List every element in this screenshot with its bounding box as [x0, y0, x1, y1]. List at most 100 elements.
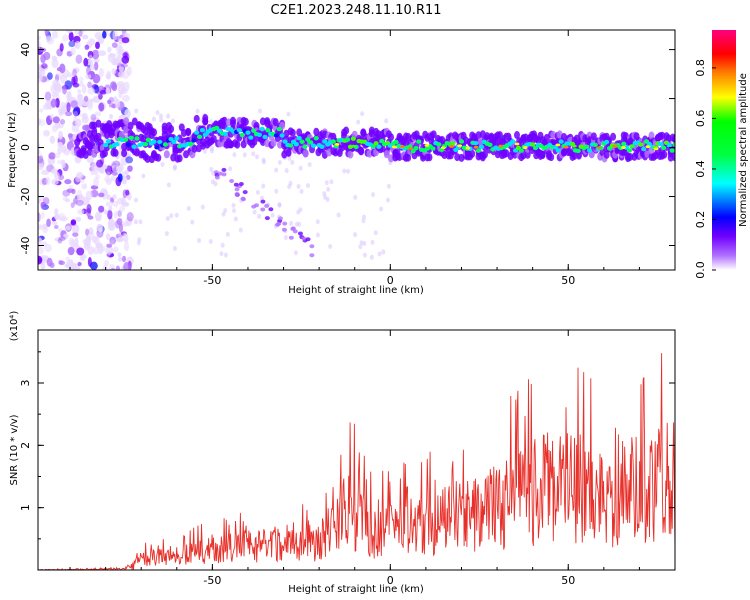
- spectrogram-faint-blob: [220, 242, 225, 248]
- spectrogram-hot-blob: [514, 142, 520, 146]
- spectrogram-noise-blob: [87, 81, 92, 89]
- spectrogram-noise-blob: [85, 190, 93, 201]
- spectrogram-noise-blob: [68, 185, 74, 190]
- spectrogram-noise-blob: [123, 241, 130, 252]
- spectrogram-xtick-label: -50: [203, 274, 221, 287]
- spectrogram-band-blob: [118, 130, 125, 139]
- spectrogram-streak-blob: [297, 231, 303, 236]
- spectrogram-core-blob: [475, 148, 482, 153]
- spectrogram-band-blob: [661, 150, 668, 159]
- spectrogram-noise-blob: [62, 84, 67, 95]
- spectrogram-band-blob: [672, 135, 675, 144]
- spectrogram-noise-blob: [110, 267, 116, 270]
- spectrogram-faint-blob: [231, 202, 236, 208]
- spectrogram-noise-blob: [93, 58, 100, 64]
- spectrogram-band-blob: [144, 154, 151, 163]
- spectrogram-core-blob: [641, 146, 647, 152]
- spectrogram-faint-blob: [361, 218, 366, 224]
- spectrogram-noise-blob: [88, 54, 93, 64]
- spectrogram-faint-blob: [134, 108, 139, 114]
- spectrogram-faint-blob: [134, 197, 139, 203]
- spectrogram-noise-blob: [38, 212, 41, 223]
- spectrogram-faint-blob: [259, 195, 264, 201]
- spectrogram-core-blob: [370, 144, 376, 149]
- spectrogram-noise-blob: [115, 265, 121, 270]
- spectrogram-band-blob: [131, 117, 138, 126]
- spectrogram-faint-blob: [223, 208, 228, 214]
- spectrogram-core-blob: [239, 132, 245, 138]
- spectrogram-noise-blob: [38, 237, 43, 248]
- spectrogram-noise-blob: [109, 96, 114, 104]
- spectrogram-band-blob: [89, 141, 96, 150]
- spectrogram-faint-blob: [286, 111, 291, 117]
- spectrogram-faint-blob: [213, 181, 218, 187]
- spectrogram-band-blob: [513, 131, 520, 140]
- spectrogram-faint-blob: [166, 182, 171, 188]
- spectrogram-noise-blob: [66, 259, 74, 270]
- spectrogram-noise-blob: [41, 169, 50, 176]
- spectrogram-noise-blob: [73, 110, 78, 117]
- spectrogram-faint-blob: [136, 240, 141, 246]
- spectrogram-noise-blob: [106, 194, 111, 200]
- spectrogram-faint-blob: [195, 108, 200, 114]
- spectrogram-core-blob: [248, 135, 254, 140]
- spectrogram-noise-blob: [122, 94, 130, 102]
- colorbar-tick-label: 0.0: [694, 261, 707, 279]
- spectrogram-noise-blob: [72, 223, 80, 234]
- spectrogram-core-blob: [145, 137, 151, 143]
- spectrogram-noise-blob: [76, 171, 84, 179]
- spectrogram-band-blob: [202, 117, 209, 126]
- snr-plot: -50 0 50 1 2 3 Height of straight line (km) S…: [9, 311, 676, 595]
- spectrogram-faint-blob: [277, 201, 282, 207]
- spectrogram-core-blob: [330, 139, 336, 144]
- spectrogram-noise-blob: [75, 216, 82, 222]
- spectrogram-band-blob: [95, 132, 102, 141]
- spectrogram-streak-blob: [240, 196, 246, 201]
- spectrogram-band-blob: [151, 128, 158, 137]
- spectrogram-core-blob: [410, 148, 416, 154]
- spectrogram-band-blob: [343, 126, 350, 135]
- spectrogram-noise-blob: [122, 201, 130, 207]
- spectrogram-noise-blob: [95, 41, 100, 50]
- spectrogram-core-blob: [604, 139, 610, 145]
- spectrogram-noise-blob: [48, 152, 56, 160]
- spectrogram-faint-blob: [165, 216, 170, 222]
- spectrogram-core-blob: [638, 142, 644, 147]
- spectrogram-noise-blob: [123, 233, 129, 243]
- spectrogram-core-blob: [199, 127, 206, 133]
- snr-ytick-label: 3: [19, 379, 32, 386]
- spectrogram-hot-blob: [653, 147, 659, 151]
- spectrogram-noise-blob: [126, 174, 131, 180]
- spectrogram-hot-blob: [555, 143, 561, 147]
- spectrogram-band-blob: [272, 118, 279, 127]
- spectrogram-noise-blob: [54, 213, 61, 221]
- spectrogram-ytick-label: 20: [19, 92, 32, 106]
- spectrogram-noise-blob: [121, 255, 127, 263]
- spectrogram-noise-blob: [65, 198, 71, 203]
- spectrogram-faint-blob: [232, 208, 237, 214]
- spectrogram-streak-blob: [260, 199, 266, 204]
- spectrogram-core-blob: [430, 146, 436, 151]
- colorbar-tick-label: 0.2: [694, 211, 707, 229]
- spectrogram-core-blob: [584, 144, 590, 150]
- spectrogram-faint-blob: [172, 164, 177, 170]
- spectrogram-noise-blob: [40, 54, 46, 64]
- spectrogram-faint-blob: [172, 246, 177, 252]
- spectrogram-faint-blob: [385, 197, 390, 203]
- spectrogram-faint-blob: [370, 239, 375, 245]
- spectrogram-noise-blob: [98, 67, 104, 78]
- spectrogram-noise-blob: [116, 197, 124, 205]
- spectrogram-core-blob: [373, 141, 379, 146]
- snr-xlabel: Height of straight line (km): [288, 584, 424, 595]
- spectrogram-streak-blob: [238, 182, 244, 187]
- chart-title: C2E1.2023.248.11.10.R11: [270, 3, 441, 18]
- spectrogram-noise-blob: [114, 98, 121, 109]
- colorbar-label: Normalized spectral amplitude: [738, 73, 749, 227]
- spectrogram-core-blob: [105, 139, 112, 144]
- spectrogram-noise-blob: [72, 68, 77, 77]
- spectrogram-streak-blob: [292, 229, 298, 234]
- spectrogram-core-blob: [188, 141, 194, 147]
- spectrogram-core-blob: [518, 148, 524, 153]
- spectrogram-noise-blob: [94, 111, 102, 117]
- spectrogram-core-blob: [532, 145, 539, 151]
